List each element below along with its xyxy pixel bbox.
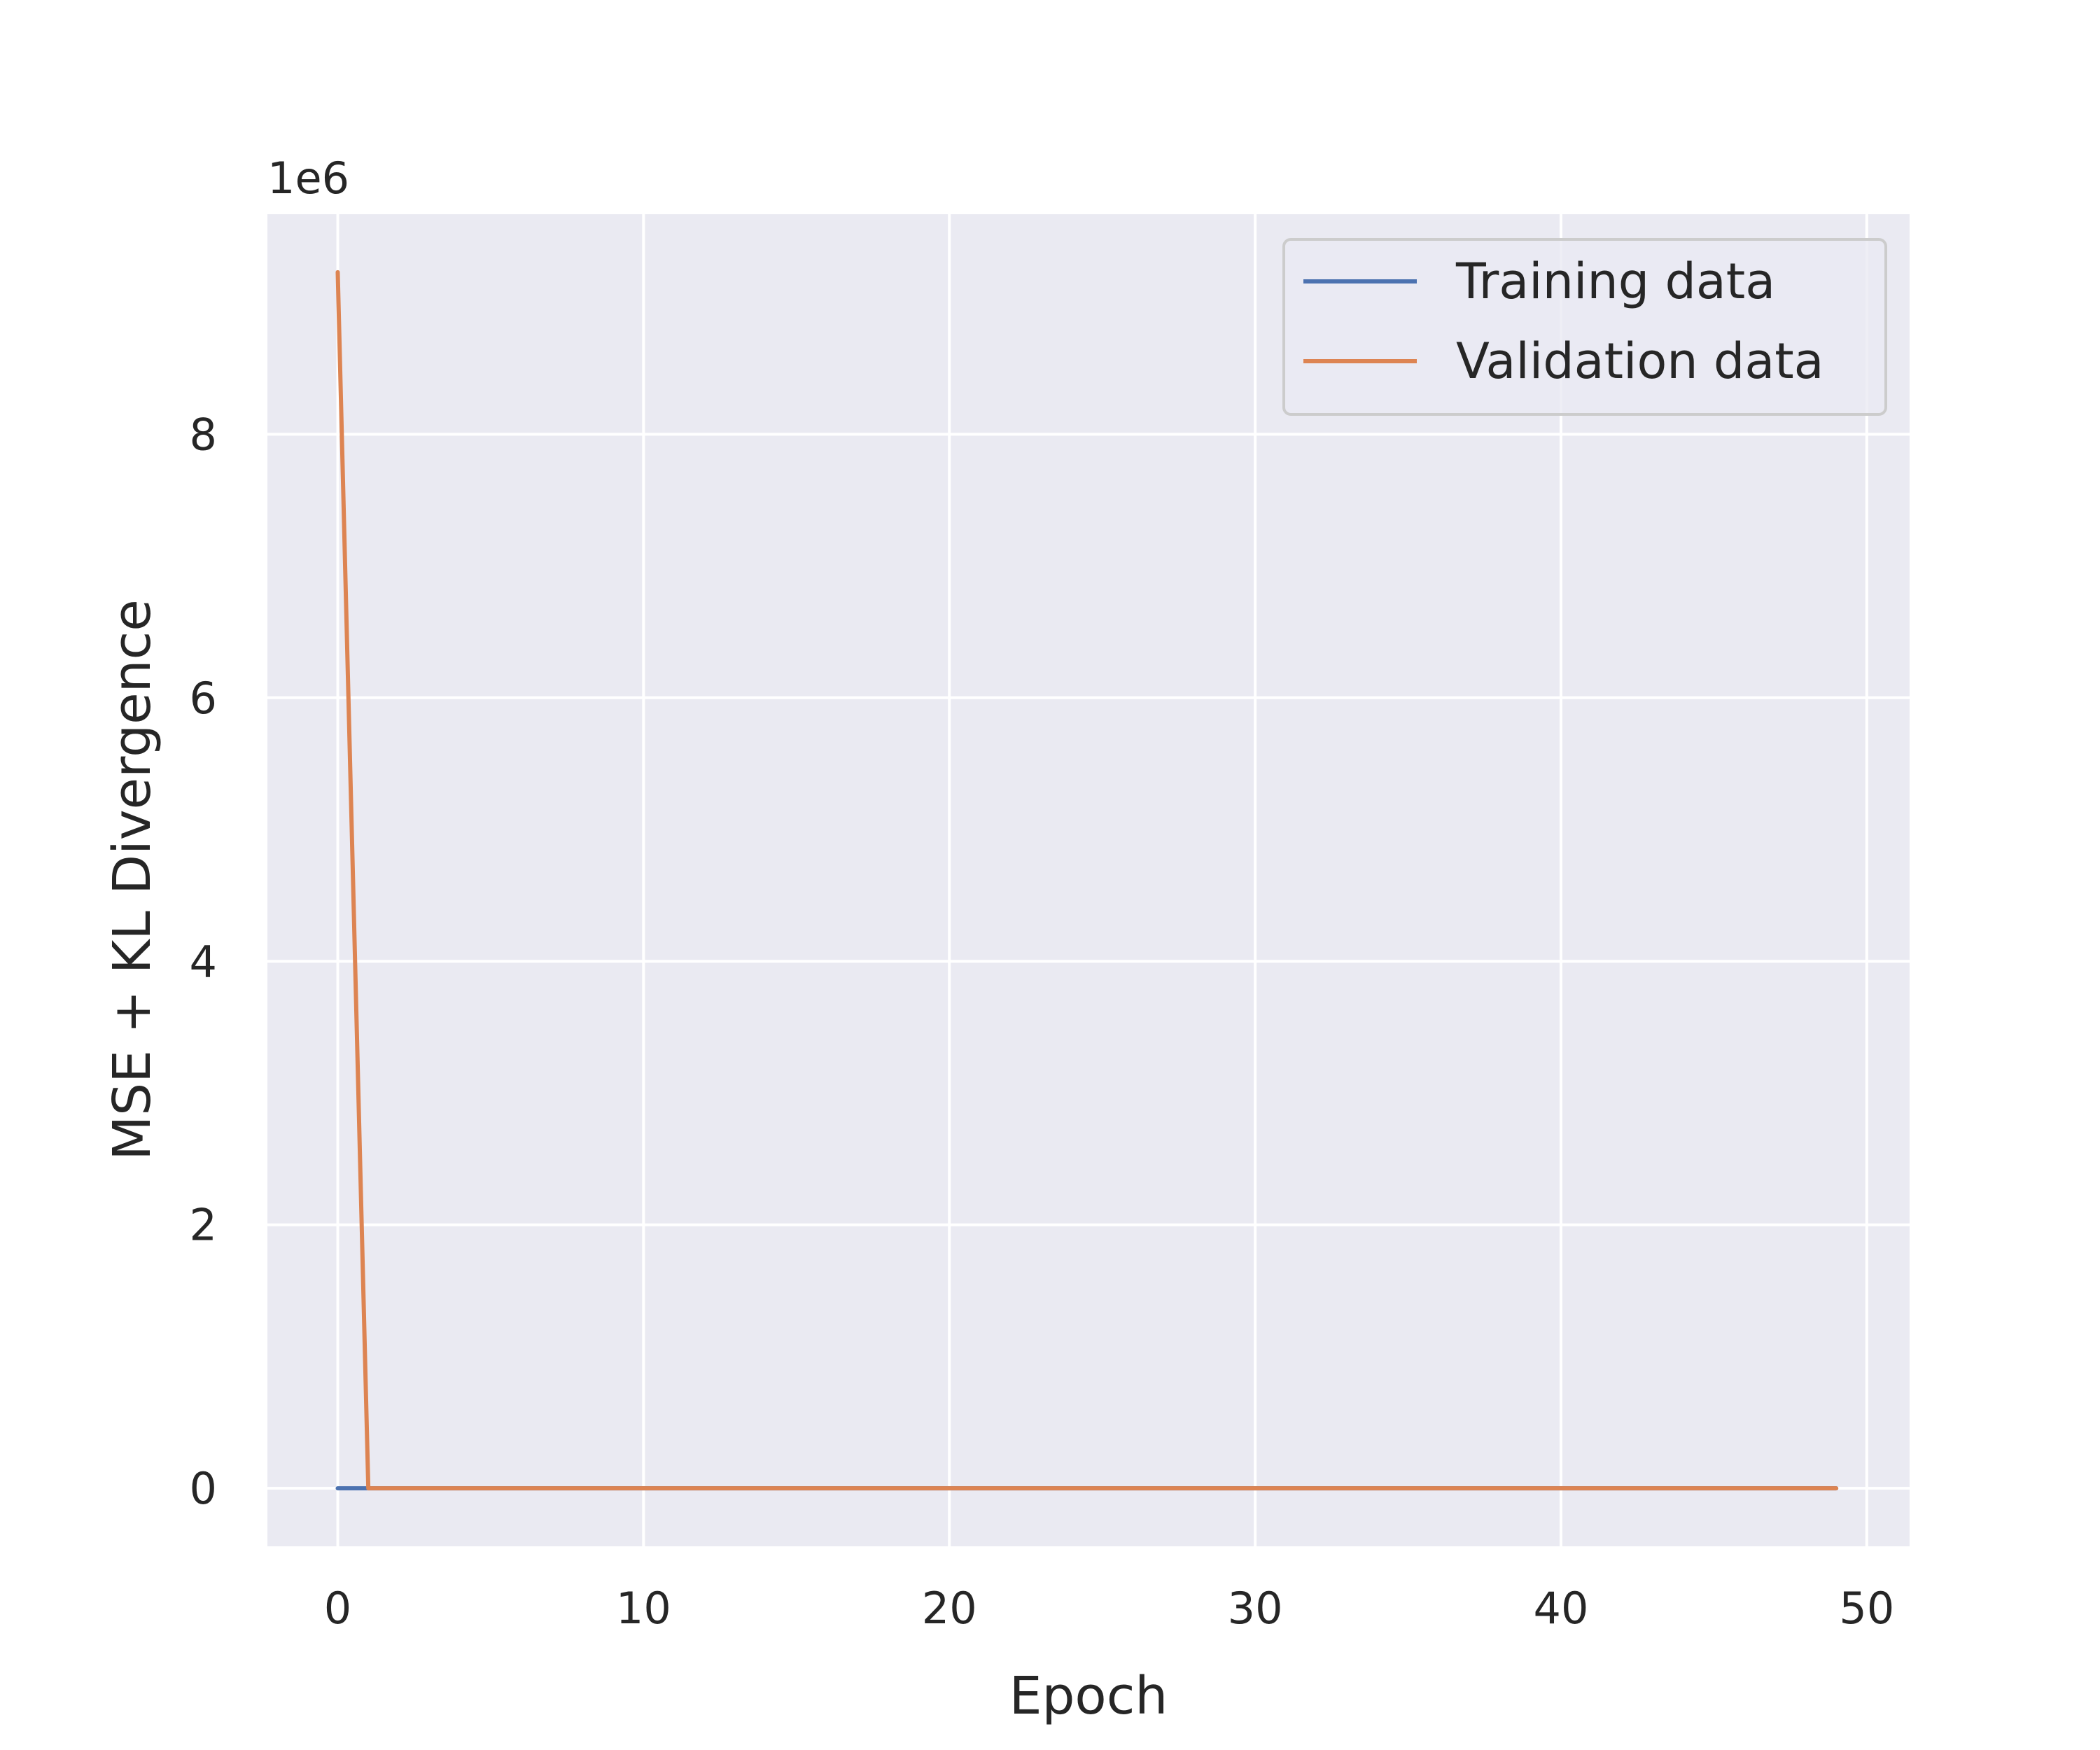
plot-area-background	[267, 214, 1910, 1546]
legend-box	[1282, 238, 1887, 416]
legend-label-validation: Validation data	[1456, 332, 1824, 390]
y-tick-labels: 0 2 4 6 8	[190, 409, 217, 1514]
y-tick-label: 8	[190, 409, 217, 460]
series-line-validation	[335, 270, 1839, 1491]
x-axis-label: Epoch	[1009, 1666, 1168, 1726]
y-offset-label: 1e6	[267, 153, 349, 204]
legend-label-training: Training data	[1455, 253, 1775, 310]
x-tick-label: 0	[324, 1583, 351, 1634]
y-tick-label: 0	[190, 1463, 217, 1514]
y-axis-label: MSE + KL Divergence	[102, 599, 162, 1161]
x-tick-label: 30	[1228, 1583, 1283, 1634]
x-tick-label: 20	[922, 1583, 977, 1634]
y-tick-label: 2	[190, 1200, 217, 1251]
grid-lines	[267, 214, 1910, 1546]
x-tick-label: 50	[1839, 1583, 1894, 1634]
legend: Training data Validation data	[1282, 238, 1887, 416]
series-lines	[335, 270, 1839, 1491]
y-tick-label: 4	[190, 936, 217, 987]
x-tick-label: 40	[1534, 1583, 1589, 1634]
x-tick-labels: 0 10 20 30 40 50	[324, 1583, 1895, 1634]
x-tick-label: 10	[616, 1583, 671, 1634]
y-tick-label: 6	[190, 673, 217, 724]
